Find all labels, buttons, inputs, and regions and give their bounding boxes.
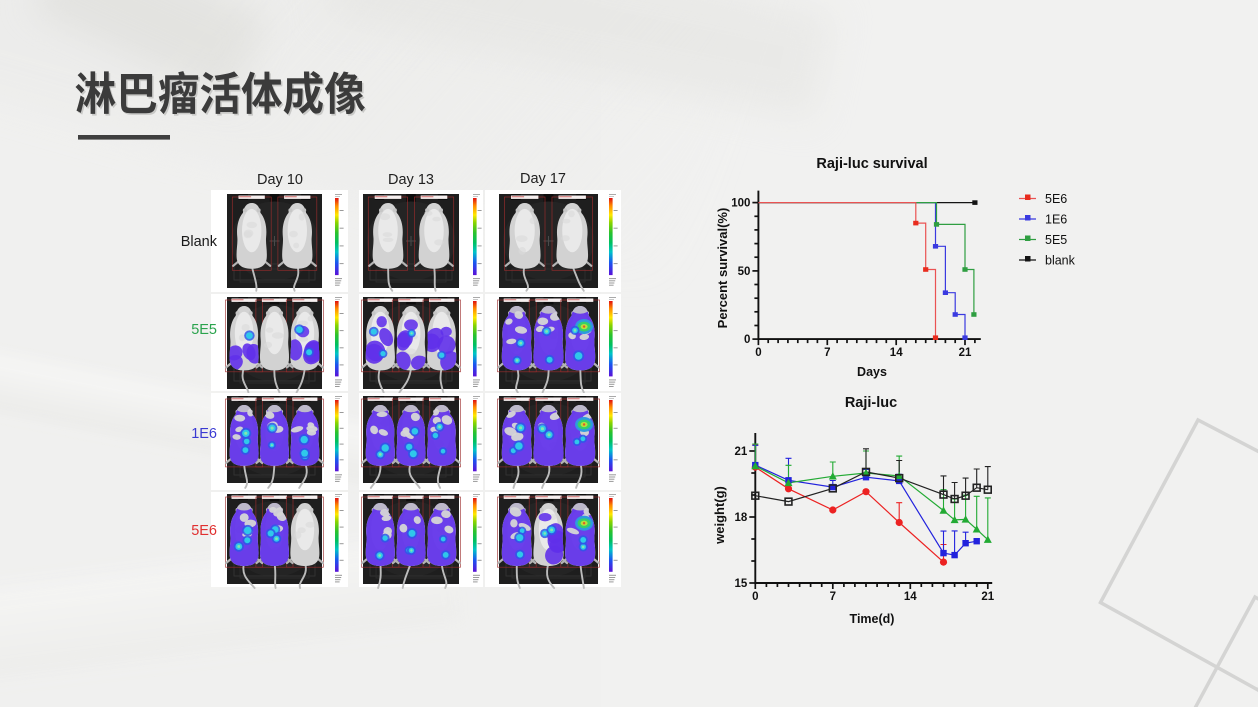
svg-text:0: 0 (752, 591, 758, 603)
svg-text:Day 17: Day 17 (520, 171, 566, 187)
svg-text:0: 0 (755, 347, 761, 359)
svg-text:21: 21 (981, 591, 994, 603)
svg-text:Raji-luc: Raji-luc (845, 395, 897, 411)
svg-text:Day 10: Day 10 (257, 172, 303, 188)
svg-text:Day 13: Day 13 (388, 172, 434, 188)
svg-text:1E6: 1E6 (191, 426, 217, 442)
svg-text:50: 50 (738, 266, 751, 278)
svg-text:5E5: 5E5 (191, 322, 217, 338)
svg-text:18: 18 (735, 512, 748, 524)
svg-text:0: 0 (744, 334, 750, 346)
svg-text:Raji-luc survival: Raji-luc survival (816, 156, 927, 172)
svg-text:5E5: 5E5 (1045, 233, 1067, 247)
svg-text:blank: blank (1045, 254, 1076, 268)
svg-text:Percent survival(%): Percent survival(%) (715, 208, 730, 329)
svg-text:14: 14 (890, 347, 903, 359)
svg-text:14: 14 (904, 591, 917, 603)
svg-text:21: 21 (959, 347, 972, 359)
svg-text:weight(g): weight(g) (712, 486, 727, 545)
svg-text:7: 7 (824, 347, 830, 359)
svg-text:Blank: Blank (181, 234, 218, 250)
svg-text:15: 15 (735, 578, 748, 590)
svg-text:5E6: 5E6 (1045, 192, 1067, 206)
svg-text:100: 100 (731, 198, 750, 210)
svg-text:Time(d): Time(d) (850, 612, 895, 626)
svg-text:1E6: 1E6 (1045, 213, 1067, 227)
svg-text:21: 21 (735, 446, 748, 458)
svg-text:7: 7 (830, 591, 836, 603)
svg-text:Days: Days (857, 365, 887, 379)
svg-text:5E6: 5E6 (191, 523, 217, 539)
